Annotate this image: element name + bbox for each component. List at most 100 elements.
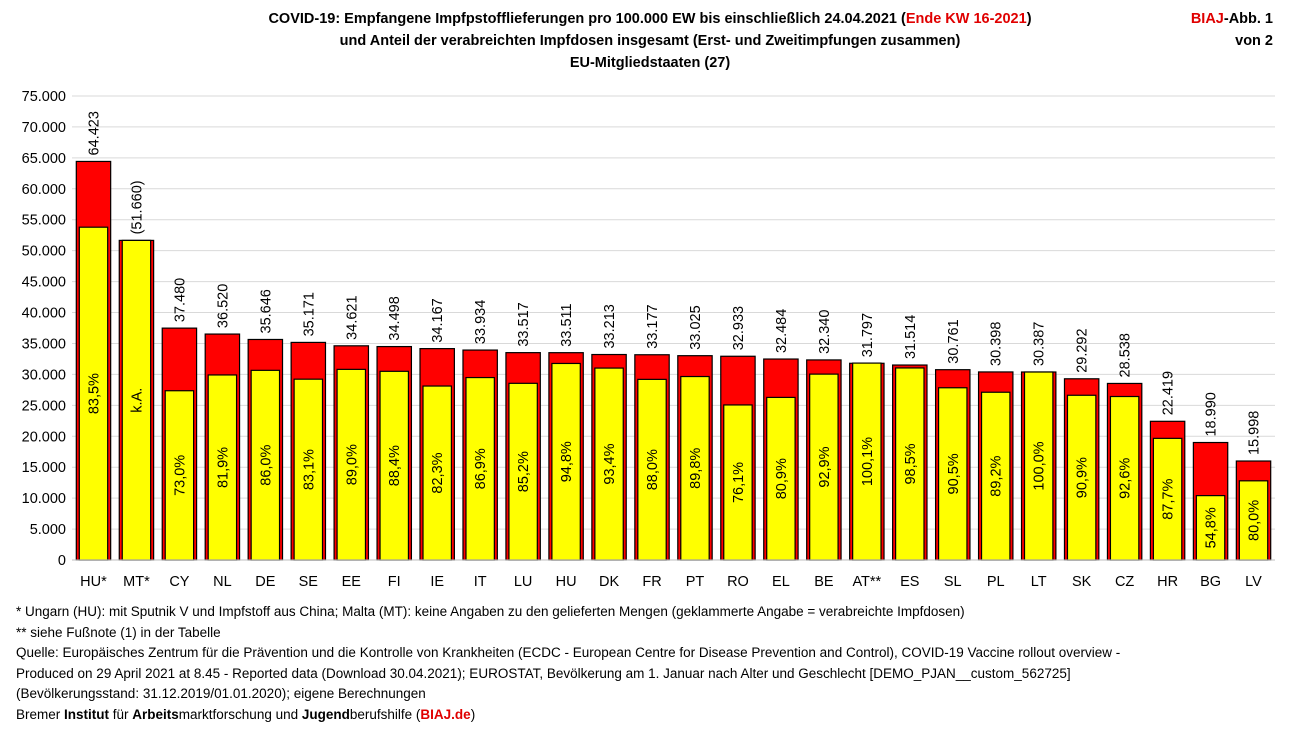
footnote-2: ** siehe Fußnote (1) in der Tabelle <box>16 624 221 640</box>
data-label-delivered: 33.517 <box>516 302 532 346</box>
x-tick-label: HU* <box>80 574 107 590</box>
bar-administered <box>980 391 1011 561</box>
data-label-delivered: 22.419 <box>1161 371 1177 415</box>
data-label-delivered: (51.660) <box>129 180 145 234</box>
data-label-delivered: 33.177 <box>645 304 661 348</box>
bar-administered <box>1109 395 1140 561</box>
data-label-share: 83,1% <box>301 449 317 490</box>
data-label-share: 80,9% <box>774 458 790 499</box>
data-label-delivered: 35.171 <box>301 292 317 336</box>
y-tick-label: 35.000 <box>22 336 66 352</box>
data-label-delivered: 34.621 <box>344 295 360 339</box>
figure-page: von 2 <box>1235 33 1273 49</box>
data-label-share: 100,1% <box>860 437 876 486</box>
bar-administered <box>895 367 925 561</box>
data-label-share: 85,2% <box>516 451 532 492</box>
title-line-1-text: COVID-19: Empfangene Impfpstofflieferung… <box>268 11 906 27</box>
data-label-delivered: 32.933 <box>731 306 747 350</box>
bar-administered <box>852 362 882 561</box>
data-label-share: 98,5% <box>903 443 919 484</box>
x-tick-label: SL <box>944 574 962 590</box>
figure-number: BIAJ-Abb. 1 von 2 <box>1191 8 1273 52</box>
data-label-share: 92,6% <box>1118 458 1134 499</box>
footnotes: * Ungarn (HU): mit Sputnik V und Impfsto… <box>16 602 1281 725</box>
bar-administered <box>293 378 324 561</box>
bar-administered <box>121 239 152 561</box>
data-label-share: 82,3% <box>430 452 446 493</box>
data-label-share: k.A. <box>129 388 145 413</box>
y-tick-label: 0 <box>58 553 66 569</box>
data-label-share: 90,9% <box>1075 457 1091 498</box>
x-tick-label: IE <box>430 574 444 590</box>
data-label-share: 81,9% <box>215 447 231 488</box>
data-label-delivered: 30.398 <box>989 322 1005 366</box>
x-tick-label: EE <box>342 574 362 590</box>
bar-administered <box>1066 394 1097 561</box>
y-tick-label: 75.000 <box>22 89 66 105</box>
x-tick-label: BE <box>814 574 834 590</box>
bar-administered <box>508 382 538 561</box>
data-label-share: 94,8% <box>559 441 575 482</box>
org-text-d: Arbeits <box>132 706 179 722</box>
figure-label: -Abb. 1 <box>1223 11 1273 27</box>
bar-administered <box>594 367 624 561</box>
biaj-label: BIAJ <box>1190 11 1224 27</box>
y-tick-label: 15.000 <box>22 460 66 476</box>
y-tick-label: 40.000 <box>22 306 66 322</box>
x-tick-label: BG <box>1200 574 1221 590</box>
data-label-delivered: 33.934 <box>473 300 489 344</box>
data-label-share: 89,2% <box>989 455 1005 496</box>
bar-administered <box>422 385 452 561</box>
org-text-g: berufshilfe ( <box>349 706 421 722</box>
title-line-3: EU-Mitgliedstaaten (27) <box>569 55 731 71</box>
data-label-share: 83,5% <box>86 373 102 414</box>
bar-chart: 0 5.000 10.000 15.000 20.000 25.000 30.000 35.0… <box>22 89 1275 590</box>
title-line-2: und Anteil der verabreichten Impfdosen i… <box>339 33 961 49</box>
x-tick-label: LV <box>1245 574 1262 590</box>
data-label-delivered: 35.646 <box>258 289 274 333</box>
data-label-share: 54,8% <box>1204 507 1220 548</box>
footnote-1: * Ungarn (HU): mit Sputnik V und Impfsto… <box>16 604 965 619</box>
org-text-e: marktforschung und <box>178 706 302 722</box>
x-tick-label: AT** <box>852 574 881 590</box>
data-label-delivered: 33.511 <box>559 303 575 346</box>
data-label-delivered: 31.514 <box>903 315 919 359</box>
x-tick-label: FR <box>642 574 661 590</box>
data-label-share: 88,4% <box>387 445 403 486</box>
data-label-share: 92,9% <box>817 446 833 487</box>
data-label-delivered: 29.292 <box>1075 328 1091 372</box>
x-tick-label: SE <box>299 574 319 590</box>
x-tick-label: ES <box>900 574 919 590</box>
data-label-share: 90,5% <box>946 453 962 494</box>
bar-administered <box>1238 480 1269 561</box>
data-label-delivered: 15.998 <box>1247 411 1263 455</box>
data-label-share: 86,0% <box>258 445 274 486</box>
data-label-share: 89,8% <box>688 448 704 489</box>
data-label-delivered: 34.498 <box>387 296 403 340</box>
bar-administered <box>78 226 109 561</box>
x-tick-label: CY <box>169 574 189 590</box>
org-text-c: für <box>109 706 133 722</box>
y-tick-label: 65.000 <box>22 151 66 167</box>
bar-administered <box>637 378 667 561</box>
x-tick-label: PT <box>686 574 705 590</box>
y-tick-label: 55.000 <box>22 213 66 229</box>
data-label-share: 73,0% <box>172 455 188 496</box>
bar-administered <box>465 376 495 561</box>
bar-administered <box>164 390 195 561</box>
data-label-share: 87,7% <box>1161 479 1177 520</box>
x-tick-label: LU <box>514 574 533 590</box>
bar-administered <box>551 362 581 561</box>
organization-line: Bremer Institut für Arbeitsmarktforschun… <box>16 705 1281 726</box>
x-tick-label: DK <box>599 574 619 590</box>
biaj-link[interactable]: BIAJ.de <box>420 706 471 722</box>
y-tick-label: 25.000 <box>22 398 66 414</box>
y-tick-label: 50.000 <box>22 244 66 260</box>
x-tick-label: DE <box>255 574 275 590</box>
org-text-b: Institut <box>64 706 110 722</box>
data-label-delivered: 36.520 <box>215 284 231 328</box>
source-line-2: Produced on 29 April 2021 at 8.45 - Repo… <box>16 665 1071 681</box>
y-tick-label: 60.000 <box>22 182 66 198</box>
title-line-1-close: ) <box>1026 11 1032 27</box>
x-tick-label: PL <box>987 574 1005 590</box>
